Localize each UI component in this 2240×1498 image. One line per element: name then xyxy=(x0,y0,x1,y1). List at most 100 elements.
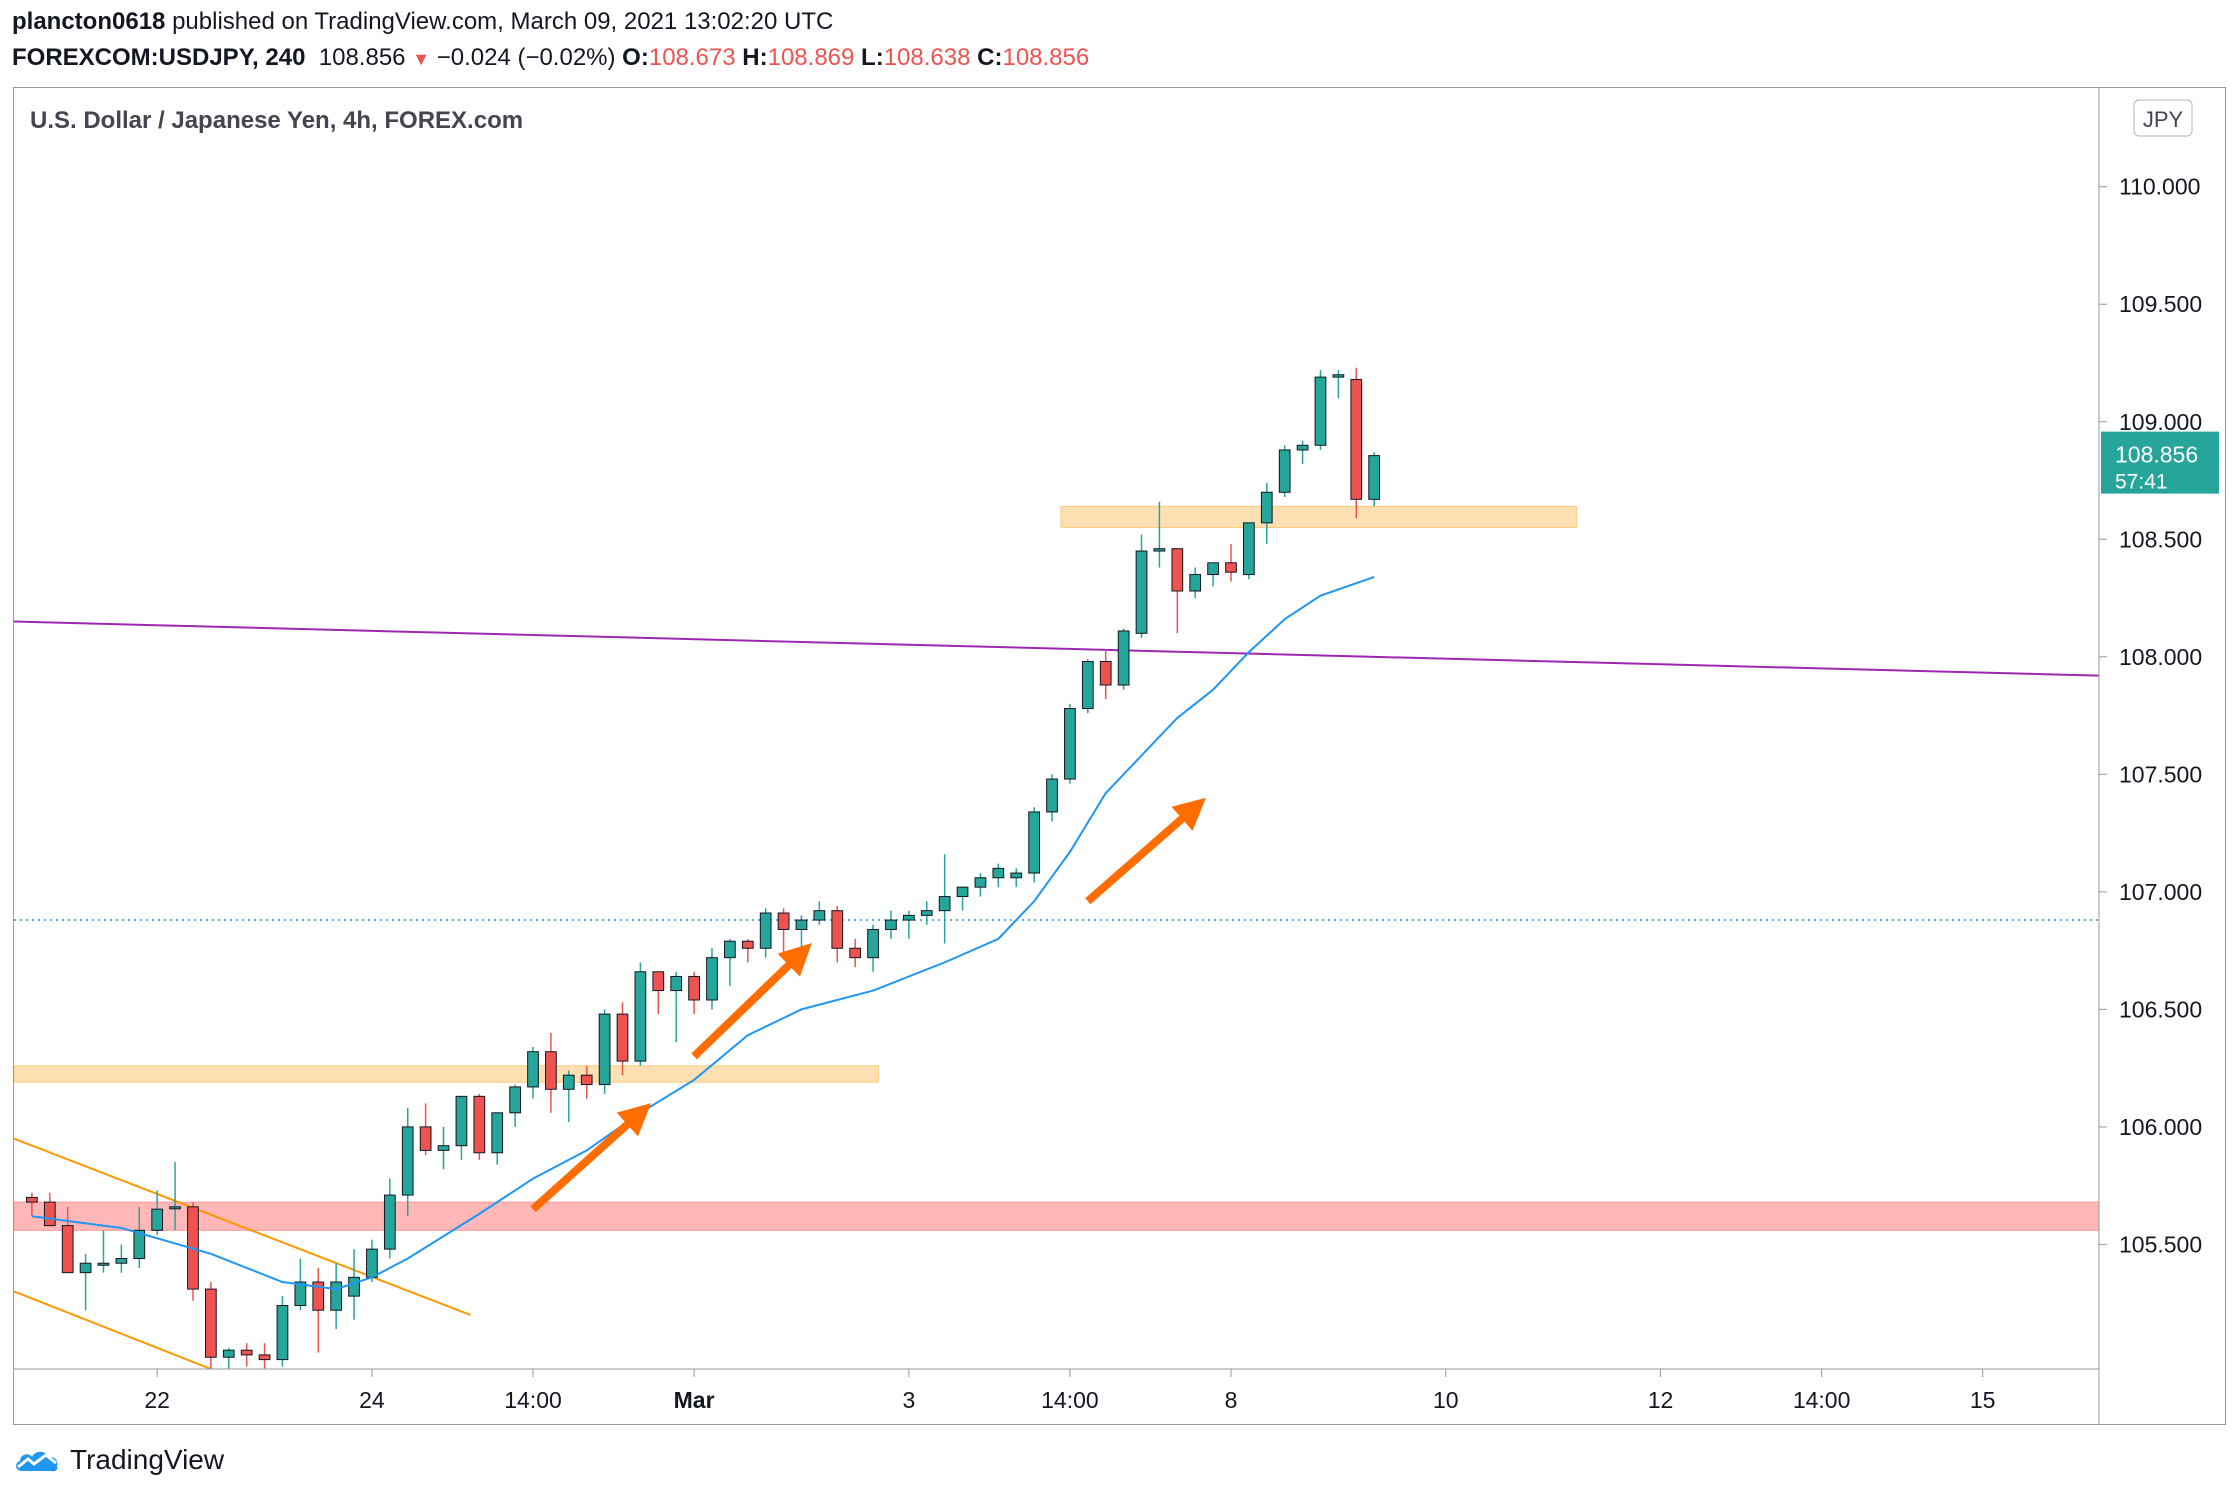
candle-body xyxy=(902,914,915,921)
c-value: 108.856 xyxy=(1002,44,1090,71)
candle-body xyxy=(383,1194,396,1250)
candle-body xyxy=(1225,562,1237,573)
candle-body xyxy=(849,947,862,959)
candle-body xyxy=(1332,374,1345,378)
candle-body xyxy=(222,1349,235,1358)
candle-body xyxy=(741,940,754,949)
last-price-label: 108.856 xyxy=(2115,442,2198,468)
x-tick-label: 14:00 xyxy=(504,1387,562,1413)
candle-body xyxy=(366,1248,378,1278)
candle-body xyxy=(670,975,683,992)
l-label: L: xyxy=(861,44,884,71)
candle-body xyxy=(1350,378,1363,500)
x-tick-label: Mar xyxy=(674,1387,715,1413)
candle-body xyxy=(580,1074,593,1086)
candle-body xyxy=(831,910,844,949)
candle-body xyxy=(169,1206,181,1210)
candle-body xyxy=(294,1281,307,1307)
h-label: H: xyxy=(742,44,768,71)
candle-body xyxy=(455,1095,468,1147)
last-price-badge xyxy=(2101,431,2219,494)
candle-body xyxy=(1314,376,1327,446)
l-value: 108.638 xyxy=(883,44,971,71)
candle-body xyxy=(527,1051,539,1088)
candle-body xyxy=(724,940,736,959)
trend-arrow-0 xyxy=(530,1103,652,1213)
chart-frame xyxy=(13,87,2226,1425)
y-tick-label: 109.000 xyxy=(2119,409,2202,435)
candle-body xyxy=(240,1349,253,1356)
currency-label: JPY xyxy=(2143,107,2184,132)
candle-body xyxy=(1171,548,1184,592)
candle-body xyxy=(938,896,951,912)
candle-body xyxy=(885,919,897,930)
tradingview-footer[interactable]: TradingView xyxy=(12,1444,224,1476)
candle-body xyxy=(491,1112,504,1154)
trend-arrow-1 xyxy=(691,942,812,1060)
candle-body xyxy=(562,1074,575,1090)
chart-title: U.S. Dollar / Japanese Yen, 4h, FOREX.co… xyxy=(30,107,523,134)
y-tick-label: 109.500 xyxy=(2119,291,2202,317)
x-tick-label: 24 xyxy=(359,1387,385,1413)
candle-body xyxy=(688,975,700,1001)
last-price: 108.856 xyxy=(318,44,406,71)
candle-body xyxy=(616,1013,629,1062)
symbol-info: FOREXCOM:USDJPY, 240 108.856 ▼ −0.024 (−… xyxy=(12,44,1089,72)
candle-body xyxy=(795,919,808,930)
y-tick-label: 110.000 xyxy=(2119,174,2200,200)
candle-body xyxy=(97,1262,110,1266)
zone-0 xyxy=(1060,505,1577,529)
down-triangle-icon: ▼ xyxy=(412,49,431,69)
y-tick-label: 105.500 xyxy=(2119,1231,2202,1257)
tradingview-cloud-icon xyxy=(16,1451,58,1472)
candle-body xyxy=(258,1354,271,1361)
currency-badge[interactable] xyxy=(2133,99,2193,137)
trend-arrow-2 xyxy=(1085,797,1207,905)
candle-body xyxy=(151,1208,164,1231)
publish-info: plancton0618 published on TradingView.co… xyxy=(12,8,833,36)
x-tick-label: 3 xyxy=(902,1387,915,1413)
candle-body xyxy=(43,1201,56,1227)
candle-body xyxy=(598,1013,611,1086)
candle-body xyxy=(276,1305,289,1361)
candle-body xyxy=(509,1086,521,1114)
candle-body xyxy=(419,1126,432,1151)
candle-body xyxy=(1081,661,1094,710)
candle-body xyxy=(759,912,772,949)
candle-body xyxy=(652,971,665,992)
candle-body xyxy=(974,877,987,888)
candle-body xyxy=(133,1229,146,1260)
candle-body xyxy=(312,1281,325,1311)
candle-body xyxy=(401,1126,414,1196)
candle-body xyxy=(348,1276,360,1297)
symbol-label: FOREXCOM:USDJPY, 240 xyxy=(12,44,306,71)
y-tick-label: 107.500 xyxy=(2119,761,2202,787)
x-tick-label: 14:00 xyxy=(1041,1387,1099,1413)
candle-body xyxy=(115,1258,128,1264)
candle-body xyxy=(1010,872,1023,879)
candle-body xyxy=(545,1051,557,1090)
candle-body xyxy=(777,912,790,930)
candle-body xyxy=(1189,574,1202,592)
candle-body xyxy=(330,1281,343,1311)
trend-line xyxy=(14,620,2099,677)
candle-body xyxy=(1099,661,1112,686)
candle-body xyxy=(813,910,826,921)
c-label: C: xyxy=(977,44,1003,71)
candle-body xyxy=(79,1262,92,1274)
candle-body xyxy=(1135,550,1148,634)
candle-body xyxy=(956,886,969,898)
candle-body xyxy=(1117,630,1130,686)
author-name[interactable]: plancton0618 xyxy=(12,8,166,35)
candle-body xyxy=(1207,562,1219,576)
candle-body xyxy=(867,928,879,959)
bar-countdown-label: 57:41 xyxy=(2115,471,2168,494)
candle-body xyxy=(1278,449,1291,493)
candle-body xyxy=(992,867,1005,879)
candle-body xyxy=(1064,708,1076,780)
x-tick-label: 14:00 xyxy=(1793,1387,1851,1413)
y-tick-label: 108.500 xyxy=(2119,526,2202,552)
candle-body xyxy=(204,1288,217,1358)
candle-body xyxy=(920,910,933,916)
